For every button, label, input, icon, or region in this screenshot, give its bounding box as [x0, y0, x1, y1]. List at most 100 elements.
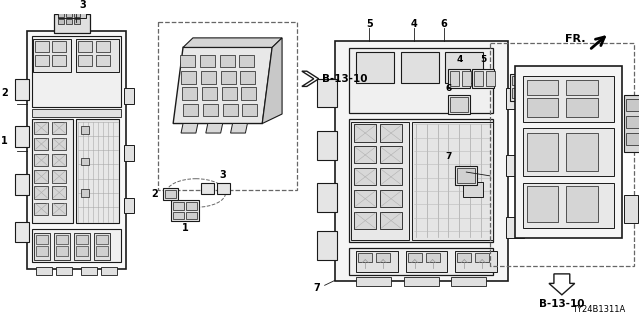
Bar	[76, 39, 118, 72]
Bar	[317, 231, 337, 260]
Circle shape	[492, 265, 498, 271]
Text: 3: 3	[79, 0, 86, 10]
Bar	[486, 71, 495, 86]
Bar	[456, 166, 477, 185]
Bar	[36, 267, 52, 275]
Bar	[33, 39, 71, 72]
Bar	[66, 12, 72, 17]
Bar	[94, 233, 109, 260]
Bar	[380, 168, 402, 185]
Bar	[183, 104, 198, 116]
Bar	[35, 138, 49, 150]
Text: 1: 1	[182, 223, 188, 233]
Bar	[515, 67, 622, 238]
Bar	[380, 146, 402, 164]
Bar	[74, 233, 90, 260]
Bar	[74, 12, 80, 17]
Bar	[506, 155, 524, 176]
Bar	[35, 55, 49, 67]
Bar	[52, 170, 66, 182]
Bar	[349, 248, 493, 275]
Bar	[217, 183, 230, 194]
Bar	[186, 212, 197, 219]
Text: 2: 2	[151, 189, 157, 199]
Bar	[186, 202, 197, 210]
Bar	[355, 146, 376, 164]
Bar	[317, 79, 337, 107]
Bar	[54, 14, 90, 33]
Bar	[624, 195, 637, 223]
Bar	[527, 133, 558, 171]
Circle shape	[344, 50, 351, 56]
Bar	[506, 217, 524, 238]
Bar	[221, 87, 237, 100]
Bar	[380, 190, 402, 207]
Bar	[449, 95, 470, 114]
Bar	[76, 119, 118, 223]
Text: B-13-10: B-13-10	[539, 299, 584, 309]
Text: 4: 4	[410, 19, 417, 28]
Bar	[15, 79, 29, 100]
Bar	[317, 131, 337, 160]
Bar	[158, 22, 297, 190]
Polygon shape	[230, 124, 248, 133]
Bar	[36, 235, 49, 244]
Bar	[458, 168, 475, 183]
Text: B-13-10: B-13-10	[322, 74, 367, 84]
Bar	[317, 183, 337, 212]
Bar	[349, 119, 493, 243]
Bar	[490, 43, 634, 266]
Bar	[626, 133, 639, 145]
Polygon shape	[262, 38, 282, 124]
Bar	[243, 104, 257, 116]
Bar	[202, 87, 217, 100]
Bar	[406, 251, 447, 272]
Circle shape	[17, 180, 26, 189]
Text: 2: 2	[1, 88, 8, 98]
Bar	[449, 69, 470, 88]
Bar	[380, 124, 402, 142]
Bar	[408, 253, 422, 262]
Circle shape	[17, 84, 26, 94]
Bar	[35, 233, 51, 260]
Text: 5: 5	[480, 55, 486, 64]
Bar	[26, 31, 125, 269]
Bar	[66, 19, 72, 24]
Bar	[81, 267, 97, 275]
Bar	[35, 186, 49, 199]
Bar	[462, 71, 471, 86]
Text: TY24B1311A: TY24B1311A	[572, 305, 626, 314]
Circle shape	[340, 261, 355, 275]
Circle shape	[492, 50, 498, 56]
Bar	[52, 203, 66, 215]
Bar	[624, 95, 640, 152]
Circle shape	[17, 132, 26, 142]
Bar	[124, 145, 134, 161]
Bar	[181, 71, 196, 84]
Text: 7: 7	[314, 283, 320, 293]
Bar	[56, 267, 72, 275]
Circle shape	[319, 85, 335, 101]
Bar	[349, 48, 493, 113]
Bar	[81, 189, 89, 197]
Bar	[355, 124, 376, 142]
Bar	[451, 277, 486, 286]
Bar	[81, 158, 89, 165]
Bar	[523, 182, 614, 228]
Bar	[31, 109, 120, 117]
Bar	[380, 212, 402, 229]
Bar	[31, 229, 120, 262]
Bar	[56, 235, 68, 244]
Bar	[241, 71, 255, 84]
Circle shape	[410, 58, 429, 77]
Circle shape	[340, 46, 355, 60]
Bar	[356, 277, 391, 286]
Circle shape	[319, 190, 335, 205]
Bar	[527, 98, 558, 117]
Bar	[355, 190, 376, 207]
Bar	[356, 251, 398, 272]
Bar	[52, 186, 66, 199]
Bar	[201, 183, 214, 194]
Circle shape	[468, 184, 478, 194]
Circle shape	[319, 238, 335, 253]
